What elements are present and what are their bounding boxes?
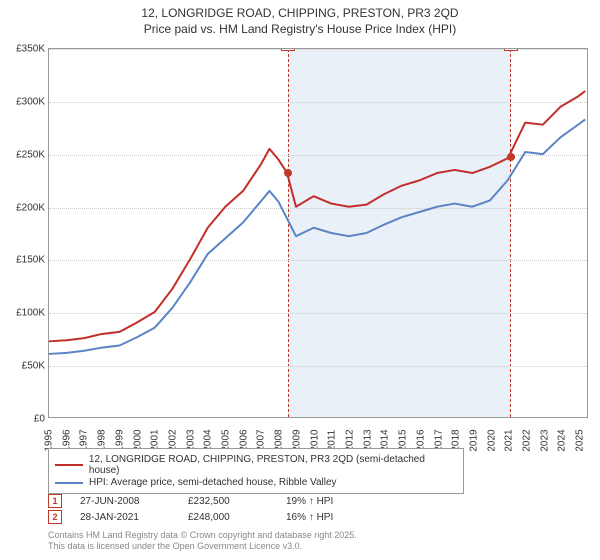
y-axis-label: £150K [16,255,45,266]
x-axis-label: 2022 [522,429,533,451]
series-price-paid [49,91,585,341]
attribution-line-1: Contains HM Land Registry data © Crown c… [48,530,357,541]
y-axis-label: £250K [16,149,45,160]
marker-dot [284,169,292,177]
transaction-pct: 16% ↑ HPI [286,512,376,523]
transaction-row: 1 27-JUN-2008 £232,500 19% ↑ HPI [48,494,588,508]
x-axis-label: 2023 [539,429,550,451]
legend-item: HPI: Average price, semi-detached house,… [55,477,457,488]
marker-dot [507,153,515,161]
attribution-text: Contains HM Land Registry data © Crown c… [48,530,357,552]
series-svg [49,49,587,417]
x-axis-label: 2025 [575,429,586,451]
legend-item: 12, LONGRIDGE ROAD, CHIPPING, PRESTON, P… [55,454,457,476]
transaction-marker: 1 [48,494,62,508]
legend-swatch [55,482,83,484]
legend-label: 12, LONGRIDGE ROAD, CHIPPING, PRESTON, P… [89,454,457,476]
transaction-marker: 2 [48,510,62,524]
title-line-1: 12, LONGRIDGE ROAD, CHIPPING, PRESTON, P… [0,6,600,22]
y-axis-label: £350K [16,44,45,55]
marker-label-box: 1 [281,49,295,51]
legend-swatch [55,464,83,466]
transaction-pct: 19% ↑ HPI [286,496,376,507]
marker-label-box: 2 [504,49,518,51]
y-axis-label: £100K [16,308,45,319]
series-hpi [49,119,585,354]
transaction-date: 28-JAN-2021 [80,512,170,523]
transaction-price: £232,500 [188,496,268,507]
transaction-row: 2 28-JAN-2021 £248,000 16% ↑ HPI [48,510,588,524]
transaction-price: £248,000 [188,512,268,523]
y-axis-label: £0 [34,414,45,425]
x-axis-label: 2024 [557,429,568,451]
attribution-line-2: This data is licensed under the Open Gov… [48,541,357,552]
transactions-table: 1 27-JUN-2008 £232,500 19% ↑ HPI 2 28-JAN-202… [48,492,588,526]
chart-title-block: 12, LONGRIDGE ROAD, CHIPPING, PRESTON, P… [0,0,600,41]
x-axis-label: 2020 [486,429,497,451]
transaction-date: 27-JUN-2008 [80,496,170,507]
x-axis-label: 2021 [504,429,515,451]
y-axis-label: £50K [22,361,45,372]
y-axis-label: £200K [16,202,45,213]
x-axis-label: 2019 [468,429,479,451]
legend-label: HPI: Average price, semi-detached house,… [89,477,337,488]
y-axis-label: £300K [16,96,45,107]
title-line-2: Price paid vs. HM Land Registry's House … [0,22,600,38]
legend-box: 12, LONGRIDGE ROAD, CHIPPING, PRESTON, P… [48,448,464,494]
chart-plot-area: 12 £0£50K£100K£150K£200K£250K£300K£350K1… [48,48,588,418]
